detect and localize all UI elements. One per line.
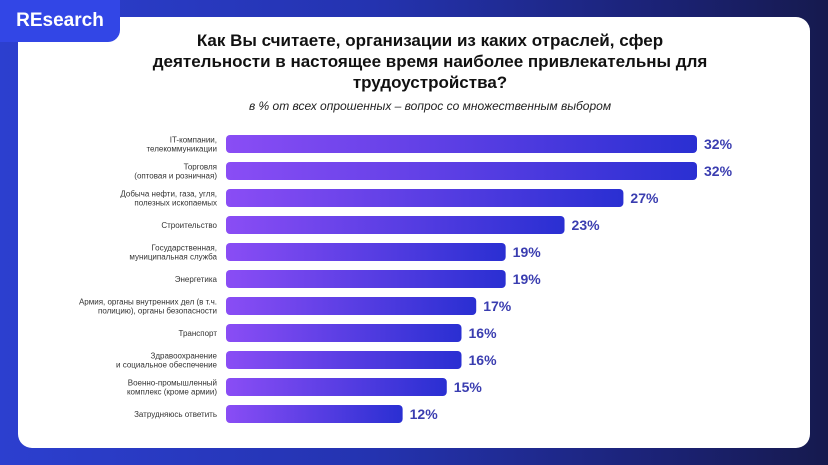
data-label: 15% <box>454 379 483 395</box>
bar <box>226 216 565 234</box>
data-label: 23% <box>572 217 601 233</box>
category-label: Государственная, муниципальная служба <box>129 244 217 262</box>
bar <box>226 405 403 423</box>
bar <box>226 324 462 342</box>
chart-subtitle: в % от всех опрошенных – вопрос со множе… <box>248 99 612 113</box>
category-label: Торговля (оптовая и розничная) <box>134 163 217 181</box>
bar <box>226 162 697 180</box>
chart-title: Как Вы считаете, организации из каких от… <box>152 31 708 92</box>
data-label: 16% <box>469 352 498 368</box>
bar <box>226 378 447 396</box>
data-label: 27% <box>630 190 659 206</box>
bar <box>226 297 477 315</box>
bar <box>226 351 462 369</box>
data-label: 32% <box>704 136 733 152</box>
data-label: 19% <box>513 271 542 287</box>
category-label: IT-компании, телекоммуникации <box>146 136 217 154</box>
category-label: Армия, органы внутренних дел (в т.ч. поли… <box>79 298 217 316</box>
bar <box>226 189 624 207</box>
category-label: Военно-промышленный комплекс (кроме армии… <box>127 379 217 397</box>
data-label: 16% <box>469 325 498 341</box>
brand-logo: REsearch <box>0 0 120 42</box>
bar <box>226 135 697 153</box>
category-label: Строительство <box>161 221 217 230</box>
data-label: 12% <box>410 406 439 422</box>
data-label: 32% <box>704 163 733 179</box>
bar <box>226 243 506 261</box>
category-label: Затрудняюсь ответить <box>134 410 217 419</box>
bar <box>226 270 506 288</box>
category-label: Добыча нефти, газа, угля, полезных ископа… <box>120 190 217 208</box>
category-label: Энергетика <box>175 275 218 284</box>
category-label: Транспорт <box>179 329 218 338</box>
data-label: 17% <box>483 298 512 314</box>
data-label: 19% <box>513 244 542 260</box>
category-label: Здравоохранение и социальное обеспечение <box>116 352 218 370</box>
